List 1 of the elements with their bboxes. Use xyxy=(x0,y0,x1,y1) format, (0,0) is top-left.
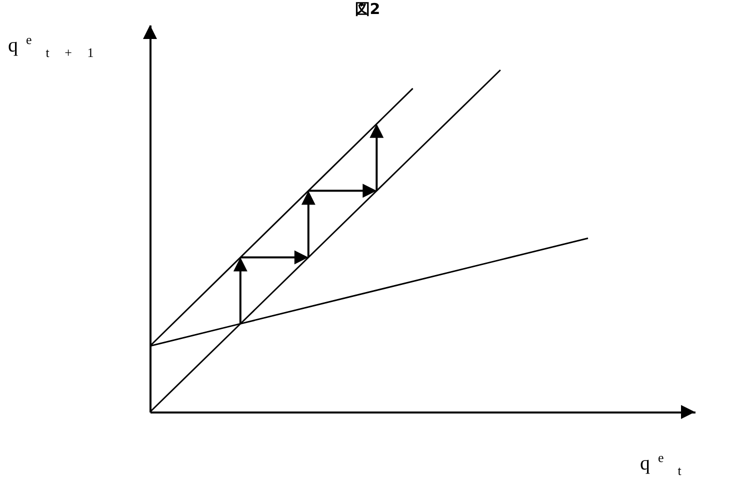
chart-title: 図2 xyxy=(354,0,380,18)
